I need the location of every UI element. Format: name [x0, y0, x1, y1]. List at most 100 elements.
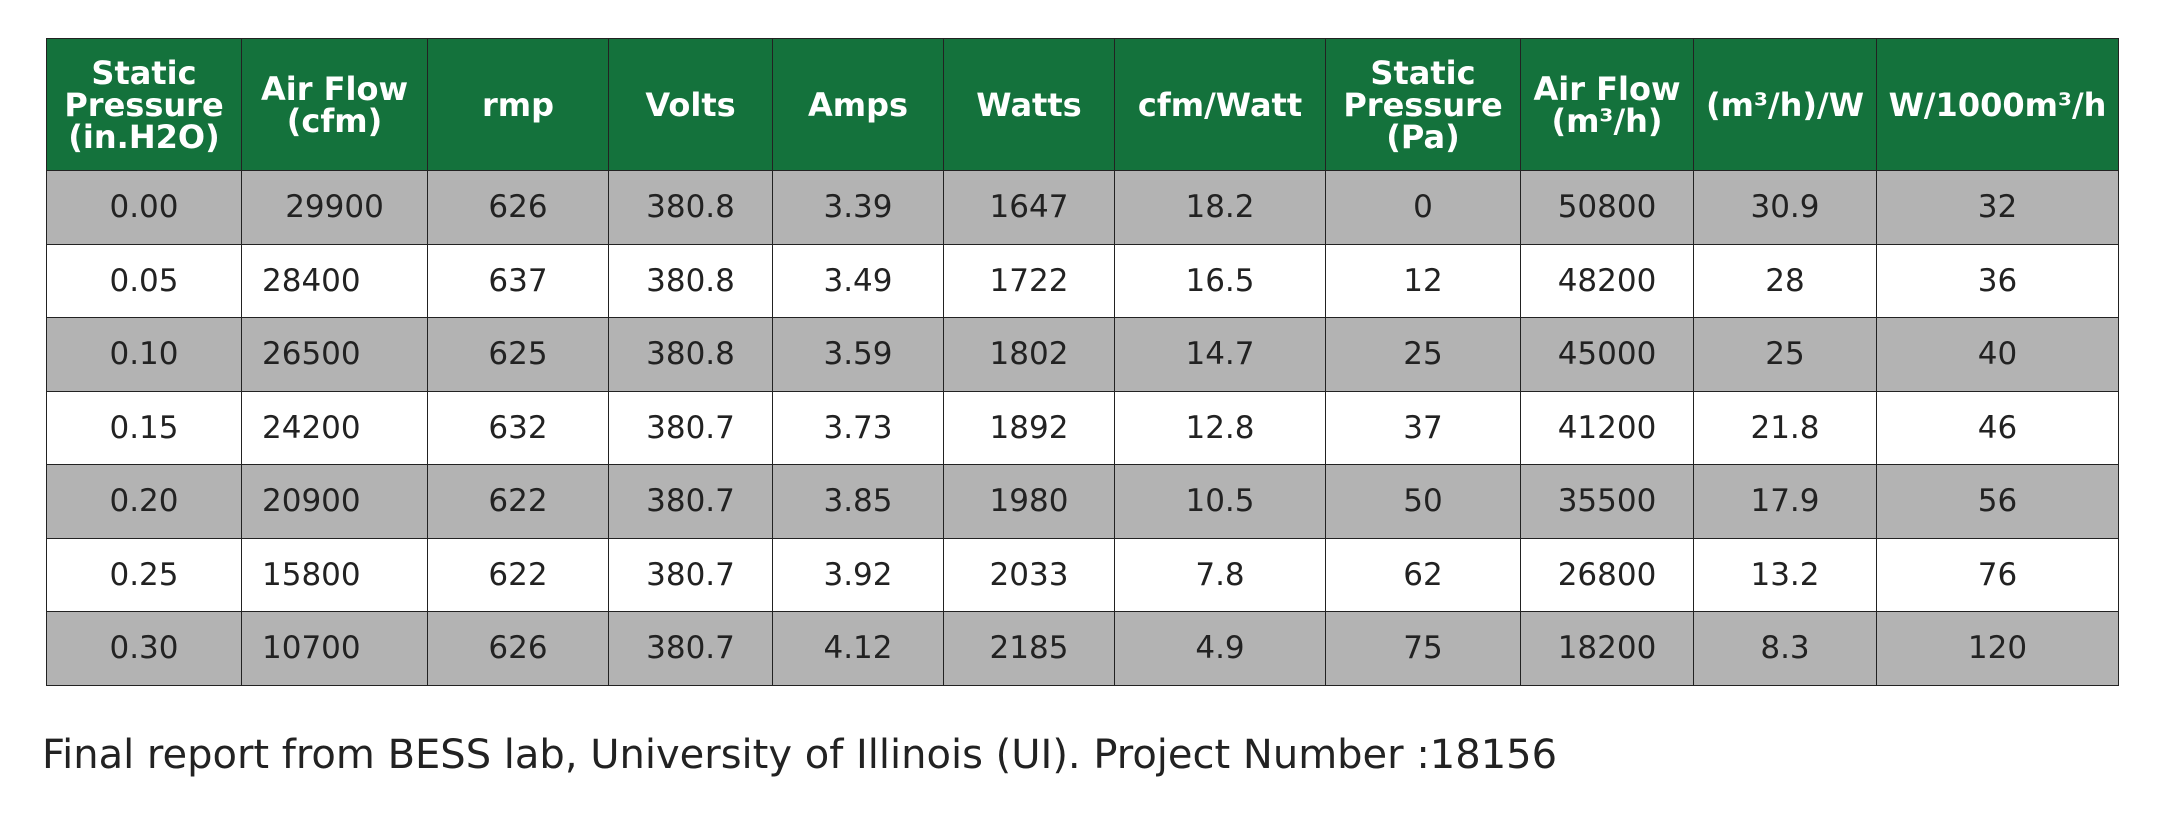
cell-cfm-per-watt: 7.8 — [1114, 537, 1326, 612]
cell-watts: 2033 — [943, 537, 1115, 612]
cell-w-per-1000m3h: 46 — [1876, 390, 2119, 465]
table-row: 0.20 20900 622 380.7 3.85 1980 10.5 50 35500 17.9… — [46, 464, 2119, 539]
cell-static-pressure-inh2o: 0.10 — [46, 317, 242, 392]
cell-amps: 3.73 — [772, 390, 944, 465]
cell-rmp: 626 — [427, 611, 609, 686]
cell-rmp: 622 — [427, 464, 609, 539]
performance-table-container: Static Pressure (in.H2O) Air Flow (cfm) … — [46, 38, 2119, 686]
cell-static-pressure-inh2o: 0.20 — [46, 464, 242, 539]
header-row: Static Pressure (in.H2O) Air Flow (cfm) … — [46, 38, 2119, 171]
table-row: 0.30 10700 626 380.7 4.12 2185 4.9 75 18200 8.3 12… — [46, 611, 2119, 686]
cell-m3h-per-watt: 8.3 — [1693, 611, 1877, 686]
header-air-flow-cfm: Air Flow (cfm) — [241, 38, 428, 171]
cell-rmp: 637 — [427, 243, 609, 318]
cell-static-pressure-pa: 62 — [1325, 537, 1521, 612]
cell-w-per-1000m3h: 36 — [1876, 243, 2119, 318]
cell-w-per-1000m3h: 56 — [1876, 464, 2119, 539]
cell-volts: 380.7 — [608, 537, 773, 612]
cell-amps: 3.49 — [772, 243, 944, 318]
cell-amps: 4.12 — [772, 611, 944, 686]
cell-air-flow-cfm: 15800 — [241, 537, 428, 612]
cell-static-pressure-inh2o: 0.00 — [46, 170, 242, 245]
cell-air-flow-m3h: 26800 — [1520, 537, 1694, 612]
cell-volts: 380.7 — [608, 611, 773, 686]
cell-m3h-per-watt: 21.8 — [1693, 390, 1877, 465]
cell-w-per-1000m3h: 76 — [1876, 537, 2119, 612]
cell-cfm-per-watt: 10.5 — [1114, 464, 1326, 539]
header-amps: Amps — [772, 38, 944, 171]
header-static-pressure-pa: Static Pressure (Pa) — [1325, 38, 1521, 171]
cell-rmp: 622 — [427, 537, 609, 612]
cell-cfm-per-watt: 14.7 — [1114, 317, 1326, 392]
cell-air-flow-m3h: 35500 — [1520, 464, 1694, 539]
header-m3h-per-watt: (m³/h)/W — [1693, 38, 1877, 171]
cell-watts: 1892 — [943, 390, 1115, 465]
cell-static-pressure-pa: 75 — [1325, 611, 1521, 686]
cell-static-pressure-pa: 0 — [1325, 170, 1521, 245]
cell-air-flow-cfm: 20900 — [241, 464, 428, 539]
header-volts: Volts — [608, 38, 773, 171]
cell-watts: 1802 — [943, 317, 1115, 392]
cell-static-pressure-inh2o: 0.25 — [46, 537, 242, 612]
cell-static-pressure-inh2o: 0.15 — [46, 390, 242, 465]
cell-volts: 380.8 — [608, 243, 773, 318]
cell-cfm-per-watt: 12.8 — [1114, 390, 1326, 465]
header-cfm-per-watt: cfm/Watt — [1114, 38, 1326, 171]
table-row: 0.15 24200 632 380.7 3.73 1892 12.8 37 41200 21.8… — [46, 390, 2119, 465]
cell-air-flow-cfm: 24200 — [241, 390, 428, 465]
cell-m3h-per-watt: 17.9 — [1693, 464, 1877, 539]
cell-amps: 3.39 — [772, 170, 944, 245]
cell-volts: 380.7 — [608, 390, 773, 465]
cell-amps: 3.59 — [772, 317, 944, 392]
cell-rmp: 625 — [427, 317, 609, 392]
cell-static-pressure-pa: 12 — [1325, 243, 1521, 318]
report-caption: Final report from BESS lab, University o… — [42, 732, 1558, 778]
cell-cfm-per-watt: 16.5 — [1114, 243, 1326, 318]
cell-static-pressure-inh2o: 0.05 — [46, 243, 242, 318]
table-row: 0.05 28400 637 380.8 3.49 1722 16.5 12 48200 28 36 — [46, 243, 2119, 318]
cell-volts: 380.8 — [608, 170, 773, 245]
cell-m3h-per-watt: 13.2 — [1693, 537, 1877, 612]
cell-volts: 380.7 — [608, 464, 773, 539]
header-air-flow-m3h: Air Flow (m³/h) — [1520, 38, 1694, 171]
header-w-per-1000m3h: W/1000m³/h — [1876, 38, 2119, 171]
cell-watts: 1980 — [943, 464, 1115, 539]
cell-w-per-1000m3h: 32 — [1876, 170, 2119, 245]
cell-m3h-per-watt: 28 — [1693, 243, 1877, 318]
cell-watts: 1722 — [943, 243, 1115, 318]
fan-performance-table: Static Pressure (in.H2O) Air Flow (cfm) … — [46, 38, 2119, 686]
cell-watts: 2185 — [943, 611, 1115, 686]
cell-m3h-per-watt: 30.9 — [1693, 170, 1877, 245]
cell-cfm-per-watt: 4.9 — [1114, 611, 1326, 686]
cell-air-flow-cfm: 26500 — [241, 317, 428, 392]
cell-static-pressure-inh2o: 0.30 — [46, 611, 242, 686]
cell-volts: 380.8 — [608, 317, 773, 392]
cell-static-pressure-pa: 50 — [1325, 464, 1521, 539]
cell-air-flow-m3h: 48200 — [1520, 243, 1694, 318]
cell-watts: 1647 — [943, 170, 1115, 245]
header-rmp: rmp — [427, 38, 609, 171]
header-watts: Watts — [943, 38, 1115, 171]
cell-air-flow-m3h: 45000 — [1520, 317, 1694, 392]
cell-amps: 3.85 — [772, 464, 944, 539]
cell-air-flow-cfm: 10700 — [241, 611, 428, 686]
cell-air-flow-cfm: 29900 — [241, 170, 428, 245]
cell-w-per-1000m3h: 40 — [1876, 317, 2119, 392]
cell-air-flow-m3h: 50800 — [1520, 170, 1694, 245]
cell-amps: 3.92 — [772, 537, 944, 612]
cell-static-pressure-pa: 37 — [1325, 390, 1521, 465]
table-header: Static Pressure (in.H2O) Air Flow (cfm) … — [46, 38, 2119, 171]
cell-m3h-per-watt: 25 — [1693, 317, 1877, 392]
cell-air-flow-m3h: 18200 — [1520, 611, 1694, 686]
cell-static-pressure-pa: 25 — [1325, 317, 1521, 392]
table-row: 0.00 29900 626 380.8 3.39 1647 18.2 0 50800 30.9 3… — [46, 170, 2119, 245]
cell-air-flow-cfm: 28400 — [241, 243, 428, 318]
table-row: 0.25 15800 622 380.7 3.92 2033 7.8 62 26800 13.2 7… — [46, 537, 2119, 612]
cell-air-flow-m3h: 41200 — [1520, 390, 1694, 465]
cell-cfm-per-watt: 18.2 — [1114, 170, 1326, 245]
cell-rmp: 632 — [427, 390, 609, 465]
header-static-pressure-inh2o: Static Pressure (in.H2O) — [46, 38, 242, 171]
table-body: 0.00 29900 626 380.8 3.39 1647 18.2 0 50800 30.9 3… — [46, 170, 2119, 686]
cell-rmp: 626 — [427, 170, 609, 245]
table-row: 0.10 26500 625 380.8 3.59 1802 14.7 25 45000 25 40 — [46, 317, 2119, 392]
